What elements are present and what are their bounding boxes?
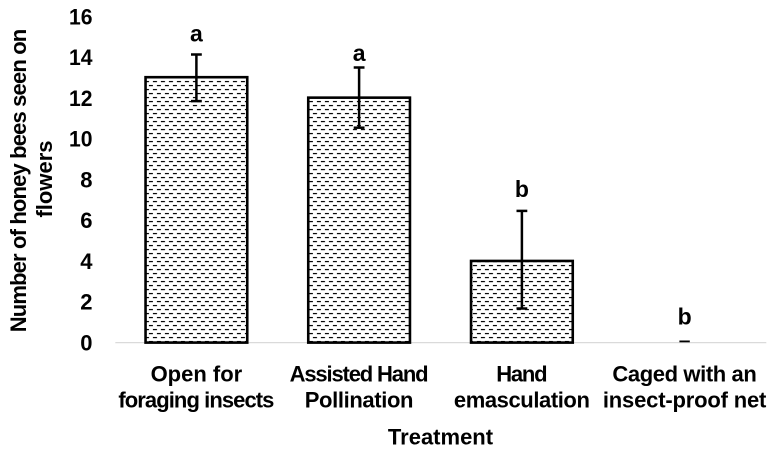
svg-text:insect-proof net: insect-proof net	[603, 387, 767, 412]
svg-text:b: b	[678, 303, 692, 329]
svg-text:0: 0	[80, 330, 92, 355]
svg-text:emasculation: emasculation	[454, 387, 590, 412]
svg-text:6: 6	[80, 208, 92, 233]
svg-text:foraging insects: foraging insects	[118, 387, 274, 412]
svg-text:Open for: Open for	[151, 362, 243, 387]
svg-text:2: 2	[80, 290, 92, 315]
svg-text:10: 10	[69, 127, 93, 152]
svg-text:Caged with an: Caged with an	[612, 362, 757, 387]
svg-text:a: a	[190, 21, 203, 47]
svg-text:Assisted Hand: Assisted Hand	[290, 362, 429, 387]
svg-text:8: 8	[80, 167, 92, 192]
svg-text:Hand: Hand	[496, 362, 547, 387]
svg-text:12: 12	[69, 86, 93, 111]
svg-text:Treatment: Treatment	[388, 425, 494, 450]
svg-text:b: b	[515, 176, 529, 202]
svg-text:a: a	[353, 40, 366, 66]
svg-text:Number of honey bees seen onfl: Number of honey bees seen onflowers	[6, 29, 57, 333]
svg-text:4: 4	[80, 249, 93, 274]
svg-text:14: 14	[69, 45, 93, 70]
svg-text:Pollination: Pollination	[305, 387, 414, 412]
svg-text:16: 16	[69, 5, 93, 30]
